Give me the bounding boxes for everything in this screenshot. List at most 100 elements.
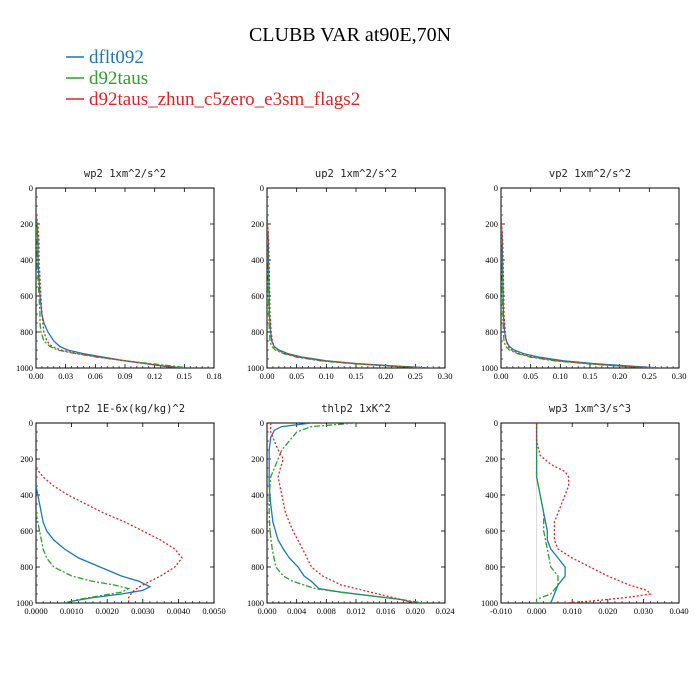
panel-3: rtp2 1E-6x(kg/kg)^2 0.0000 0.0010 0.0020 0.0… — [16, 403, 226, 616]
panel-5-series-1 — [535, 423, 559, 603]
panel-0-ytick-label-0: 0 — [29, 183, 33, 193]
panels: wp2 1xm^2/s^2 0.00 0.03 0.06 0.09 0.12 0.15 0.1… — [16, 168, 689, 616]
panel-2-ytick-label-5: 1000 — [481, 363, 498, 373]
panel-2-xtick-label-0: 0.00 — [494, 371, 509, 381]
panel-5-series-2 — [535, 423, 652, 603]
panel-2-title: vp2 1xm^2/s^2 — [549, 168, 631, 180]
panel-5-xtick-label-4: 0.030 — [634, 606, 653, 616]
panel-5-title: wp3 1xm^3/s^3 — [549, 403, 631, 415]
panel-2-xtick-label-3: 0.15 — [583, 371, 598, 381]
panel-1-xtick-label-0: 0.00 — [260, 371, 275, 381]
panel-5-ytick-label-0: 0 — [494, 418, 498, 428]
panel-1-ytick-label-5: 1000 — [247, 363, 264, 373]
panel-4-series-1 — [268, 423, 423, 603]
panel-4: thlp2 1xK^2 0.000 0.004 0.008 0.012 0.016 0.02… — [247, 403, 455, 616]
panel-4-title: thlp2 1xK^2 — [321, 403, 391, 415]
panel-5-ytick-label-2: 400 — [485, 490, 498, 500]
panel-2-ytick-label-3: 600 — [485, 291, 498, 301]
panel-0-xtick-label-0: 0.00 — [29, 371, 44, 381]
panel-3-xtick-label-4: 0.0040 — [167, 606, 190, 616]
panel-1-xtick-label-5: 0.25 — [408, 371, 423, 381]
panel-2-series-1 — [501, 214, 656, 368]
panel-4-series-2 — [270, 423, 416, 603]
panel-1-xtick-label-1: 0.05 — [289, 371, 304, 381]
panel-3-series-2 — [36, 467, 183, 603]
panel-3-ytick-label-0: 0 — [29, 418, 33, 428]
panel-2-xtick-label-2: 0.10 — [553, 371, 568, 381]
panel-2-xtick-label-4: 0.20 — [612, 371, 627, 381]
panel-0-xtick-label-2: 0.06 — [88, 371, 103, 381]
panel-5-frame — [500, 422, 680, 604]
panel-4-xtick-label-1: 0.004 — [287, 606, 307, 616]
panel-5-ytick-label-3: 600 — [485, 526, 498, 536]
panel-5-series-0 — [535, 423, 566, 603]
legend-entry-2: d92taus_zhun_c5zero_e3sm_flags2 — [66, 89, 360, 110]
panel-5-xtick-label-2: 0.010 — [563, 606, 582, 616]
panel-2-ytick-label-1: 200 — [485, 219, 498, 229]
panel-2-ytick-label-4: 800 — [485, 327, 498, 337]
panel-2-series-2 — [501, 214, 656, 368]
legend-entry-0: dflt092 — [66, 47, 144, 68]
panel-4-series-0 — [268, 423, 416, 603]
panel-4-xtick-label-2: 0.008 — [317, 606, 336, 616]
legend-entry-1: d92taus — [66, 68, 148, 89]
panel-0-title: wp2 1xm^2/s^2 — [84, 168, 166, 180]
panel-1-ytick-label-2: 400 — [251, 255, 264, 265]
panel-0-frame — [35, 187, 215, 369]
panel-3-ytick-label-4: 800 — [20, 562, 33, 572]
panel-0-ytick-label-5: 1000 — [16, 363, 33, 373]
panel-3-frame — [35, 422, 215, 604]
panel-2-xtick-label-1: 0.05 — [523, 371, 538, 381]
panel-1: up2 1xm^2/s^2 0.00 0.05 0.10 0.15 0.20 0.25 0.3… — [247, 168, 452, 381]
panel-3-ytick-label-3: 600 — [20, 526, 33, 536]
legend: dflt092 d92taus d92taus_zhun_c5zero_e3sm… — [66, 47, 360, 110]
panel-2-ytick-label-0: 0 — [494, 183, 498, 193]
panel-4-ytick-label-4: 800 — [251, 562, 264, 572]
panel-3-xtick-label-2: 0.0020 — [96, 606, 119, 616]
panel-1-ytick-label-1: 200 — [251, 219, 264, 229]
panel-0-series-0 — [36, 214, 185, 368]
panel-4-ytick-label-3: 600 — [251, 526, 264, 536]
panel-1-title: up2 1xm^2/s^2 — [315, 168, 397, 180]
panel-4-ytick-label-2: 400 — [251, 490, 264, 500]
panel-0-series-2 — [36, 214, 180, 368]
panel-0-xtick-label-5: 0.15 — [177, 371, 192, 381]
panel-4-xtick-label-6: 0.024 — [435, 606, 455, 616]
panel-0-xtick-label-6: 0.18 — [207, 371, 222, 381]
panel-2-ytick-label-2: 400 — [485, 255, 498, 265]
panel-3-series-1 — [36, 512, 131, 603]
panel-3-xtick-label-3: 0.0030 — [131, 606, 154, 616]
panel-5-xtick-label-1: 0.000 — [527, 606, 546, 616]
panel-5-ytick-label-5: 1000 — [481, 598, 498, 608]
panel-3-title: rtp2 1E-6x(kg/kg)^2 — [65, 403, 185, 415]
panel-4-ytick-label-5: 1000 — [247, 598, 264, 608]
figure-title: CLUBB VAR at90E,70N — [249, 24, 451, 46]
panel-0-series-1 — [36, 215, 190, 368]
panel-4-frame — [266, 422, 446, 604]
panel-2-frame — [500, 187, 680, 369]
panel-4-xtick-label-5: 0.020 — [406, 606, 425, 616]
legend-label-0: dflt092 — [89, 47, 144, 68]
panel-0-xtick-label-4: 0.12 — [147, 371, 162, 381]
panel-0-ytick-label-2: 400 — [20, 255, 33, 265]
panel-4-xtick-label-0: 0.000 — [257, 606, 276, 616]
panel-1-ytick-label-4: 800 — [251, 327, 264, 337]
panel-2: vp2 1xm^2/s^2 0.00 0.05 0.10 0.15 0.20 0.25 0.3… — [481, 168, 686, 381]
panel-1-series-0 — [267, 214, 434, 368]
panel-3-xtick-label-0: 0.0000 — [24, 606, 47, 616]
panel-3-ytick-label-2: 400 — [20, 490, 33, 500]
panel-0: wp2 1xm^2/s^2 0.00 0.03 0.06 0.09 0.12 0.15 0.1… — [16, 168, 221, 381]
panel-3-ytick-label-1: 200 — [20, 454, 33, 464]
panel-5-ytick-label-4: 800 — [485, 562, 498, 572]
panel-5: wp3 1xm^3/s^3 -0.010 0.000 0.010 0.020 0.030 0… — [481, 403, 689, 616]
panel-5-xtick-label-5: 0.040 — [669, 606, 688, 616]
panel-3-series-0 — [36, 485, 152, 603]
panel-1-xtick-label-2: 0.10 — [319, 371, 334, 381]
panel-0-xtick-label-1: 0.03 — [58, 371, 73, 381]
panel-0-xtick-label-3: 0.09 — [118, 371, 133, 381]
panel-0-ytick-label-1: 200 — [20, 219, 33, 229]
panel-0-ytick-label-4: 800 — [20, 327, 33, 337]
panel-3-ytick-label-5: 1000 — [16, 598, 33, 608]
panel-0-ytick-label-3: 600 — [20, 291, 33, 301]
